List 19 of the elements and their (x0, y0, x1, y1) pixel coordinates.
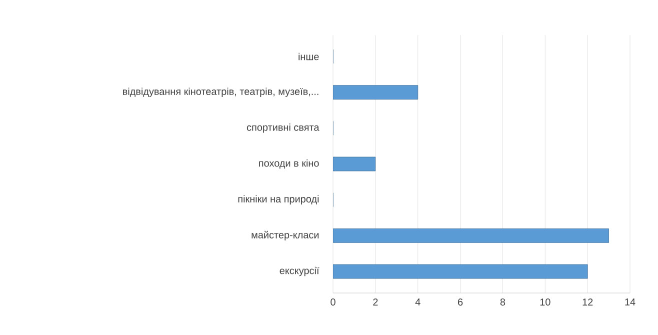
y-tick-label: пікніки на природі (238, 195, 319, 204)
bar (333, 264, 588, 279)
y-tick-label: інше (298, 52, 319, 60)
x-tick-label: 2 (373, 298, 378, 306)
x-tick-label: 4 (415, 298, 420, 306)
bar (333, 228, 609, 243)
x-tick-label: 10 (540, 298, 550, 306)
y-tick-label: екскурсії (280, 266, 320, 276)
x-tick-label: 6 (458, 298, 463, 306)
y-tick-label: спортивні свята (246, 124, 320, 133)
bar (333, 156, 376, 172)
y-tick-label: відвідування кінотеатрів, театрів, музеїв,... (123, 88, 318, 97)
bar (333, 85, 418, 100)
x-tick-label: 0 (330, 298, 336, 306)
x-tick-label: 12 (582, 298, 593, 306)
x-tick-label: 8 (500, 298, 506, 306)
y-tick-label: майстер-класи (252, 230, 319, 240)
y-tick-label: походи в кіно (259, 159, 319, 169)
x-tick-label: 14 (625, 298, 636, 306)
